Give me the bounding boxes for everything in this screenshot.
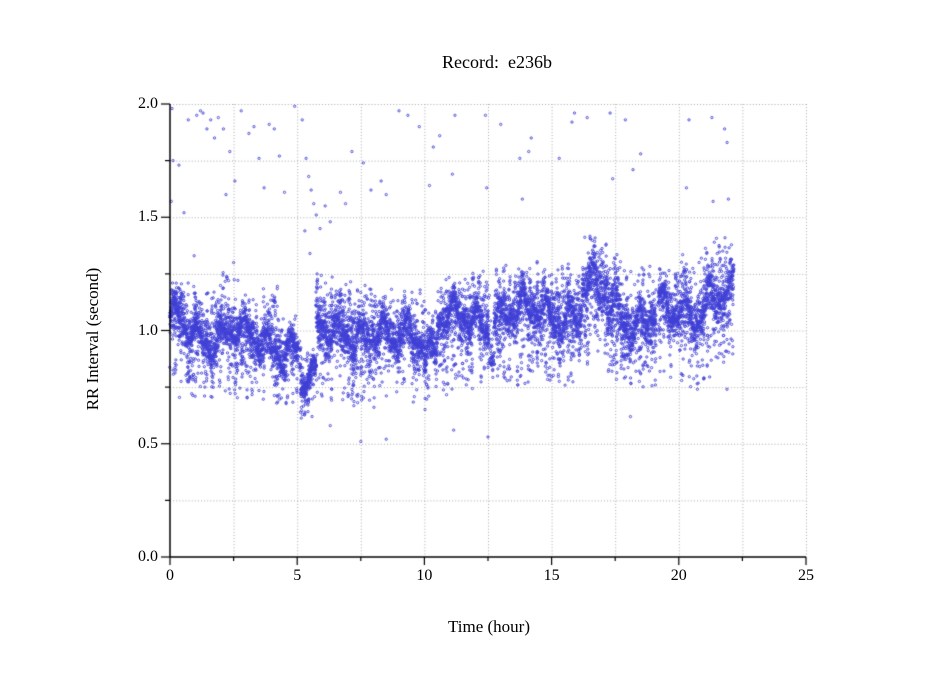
y-axis-label: RR Interval (second) xyxy=(83,267,102,411)
y-tick-label: 2.0 xyxy=(138,95,158,112)
y-tick-label: 0.0 xyxy=(138,548,158,565)
y-tick-label: 1.5 xyxy=(138,208,158,226)
y-tick-label: 1.0 xyxy=(138,321,158,339)
x-tick-label: 15 xyxy=(543,567,560,584)
y-tick-label: 0.5 xyxy=(138,434,158,452)
chart-title: Record: e236b xyxy=(442,52,552,72)
x-tick-label: 20 xyxy=(670,567,687,584)
x-axis-label: Time (hour) xyxy=(447,617,531,636)
x-tick-label: 0 xyxy=(166,567,174,584)
x-tick-label: 10 xyxy=(416,567,433,584)
x-tick-label: 25 xyxy=(798,567,814,584)
x-tick-label: 5 xyxy=(293,567,302,584)
